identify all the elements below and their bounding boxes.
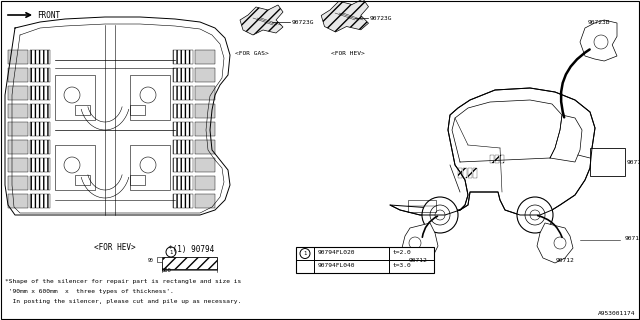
Text: A953001174: A953001174 (598, 311, 635, 316)
Bar (30, 50, 50, 64)
Circle shape (300, 249, 310, 259)
Bar (500, 155, 504, 163)
Bar (8, 68, 28, 82)
Bar (173, 140, 193, 154)
Circle shape (517, 197, 553, 233)
Polygon shape (537, 223, 573, 263)
Bar (590, 148, 625, 176)
Bar (30, 158, 50, 172)
Bar (463, 168, 467, 178)
Text: *(1) 90794: *(1) 90794 (168, 245, 214, 254)
Bar (473, 168, 477, 178)
Text: 90723B: 90723B (588, 20, 611, 25)
Bar (173, 194, 193, 208)
Bar (130, 105, 145, 115)
Text: 1: 1 (303, 251, 307, 256)
Text: 90794FL020: 90794FL020 (318, 250, 355, 255)
Bar (195, 176, 215, 190)
Bar (468, 168, 472, 178)
Bar (30, 176, 50, 190)
Bar (8, 158, 28, 172)
Bar (75, 175, 90, 185)
Bar (408, 200, 436, 212)
Text: In posting the silencer, please cut and pile up as necessary.: In posting the silencer, please cut and … (5, 300, 241, 305)
Text: 90723G: 90723G (292, 20, 314, 25)
Bar (55, 145, 95, 190)
Bar (195, 194, 215, 208)
Polygon shape (240, 5, 283, 35)
Text: '90mm x 600mm  x  three types of thickness'.: '90mm x 600mm x three types of thickness… (5, 290, 173, 294)
Bar (173, 176, 193, 190)
Text: 90771F: 90771F (627, 159, 640, 164)
Bar (157, 257, 162, 262)
Bar (173, 50, 193, 64)
Bar (130, 145, 170, 190)
Bar (495, 155, 499, 163)
Bar (130, 175, 145, 185)
Text: t=3.0: t=3.0 (393, 263, 412, 268)
Bar (30, 104, 50, 118)
Text: 90712: 90712 (556, 258, 574, 263)
Bar (173, 122, 193, 136)
Bar (195, 158, 215, 172)
Bar (130, 75, 170, 120)
Bar (173, 86, 193, 100)
Bar (195, 68, 215, 82)
Text: 1: 1 (169, 250, 173, 254)
Text: FRONT: FRONT (37, 12, 60, 20)
Text: 90712: 90712 (408, 258, 428, 263)
Text: <FOR HEV>: <FOR HEV> (331, 51, 365, 56)
Bar (195, 140, 215, 154)
Circle shape (166, 247, 176, 257)
Bar (195, 104, 215, 118)
Bar (173, 158, 193, 172)
Text: <FOR HEV>: <FOR HEV> (94, 243, 136, 252)
Bar (8, 50, 28, 64)
Bar (55, 75, 95, 120)
Bar (195, 50, 215, 64)
Bar (30, 68, 50, 82)
Bar (195, 122, 215, 136)
Text: <FOR GAS>: <FOR GAS> (235, 51, 269, 56)
Text: t=2.0: t=2.0 (393, 250, 412, 255)
Text: 600: 600 (162, 268, 172, 273)
Bar (8, 104, 28, 118)
Bar (8, 194, 28, 208)
Polygon shape (402, 223, 438, 263)
Bar (30, 86, 50, 100)
Bar (8, 122, 28, 136)
Bar (30, 140, 50, 154)
Bar (490, 155, 494, 163)
Bar (296, 247, 434, 273)
Polygon shape (580, 20, 617, 61)
Text: 90794FL040: 90794FL040 (318, 263, 355, 268)
Text: 90712: 90712 (625, 236, 640, 241)
Bar (162, 257, 217, 269)
Circle shape (422, 197, 458, 233)
Bar (8, 176, 28, 190)
Bar (75, 105, 90, 115)
Text: 90723G: 90723G (370, 15, 392, 20)
Text: 90: 90 (148, 258, 154, 262)
Bar (173, 104, 193, 118)
Polygon shape (321, 0, 369, 32)
Bar (8, 86, 28, 100)
Bar (458, 168, 462, 178)
Bar (30, 194, 50, 208)
Text: *Shape of the silencer for repair part is rectangle and size is: *Shape of the silencer for repair part i… (5, 279, 241, 284)
Bar (8, 140, 28, 154)
Bar (173, 68, 193, 82)
Bar (195, 86, 215, 100)
Bar (30, 122, 50, 136)
Polygon shape (390, 88, 595, 215)
